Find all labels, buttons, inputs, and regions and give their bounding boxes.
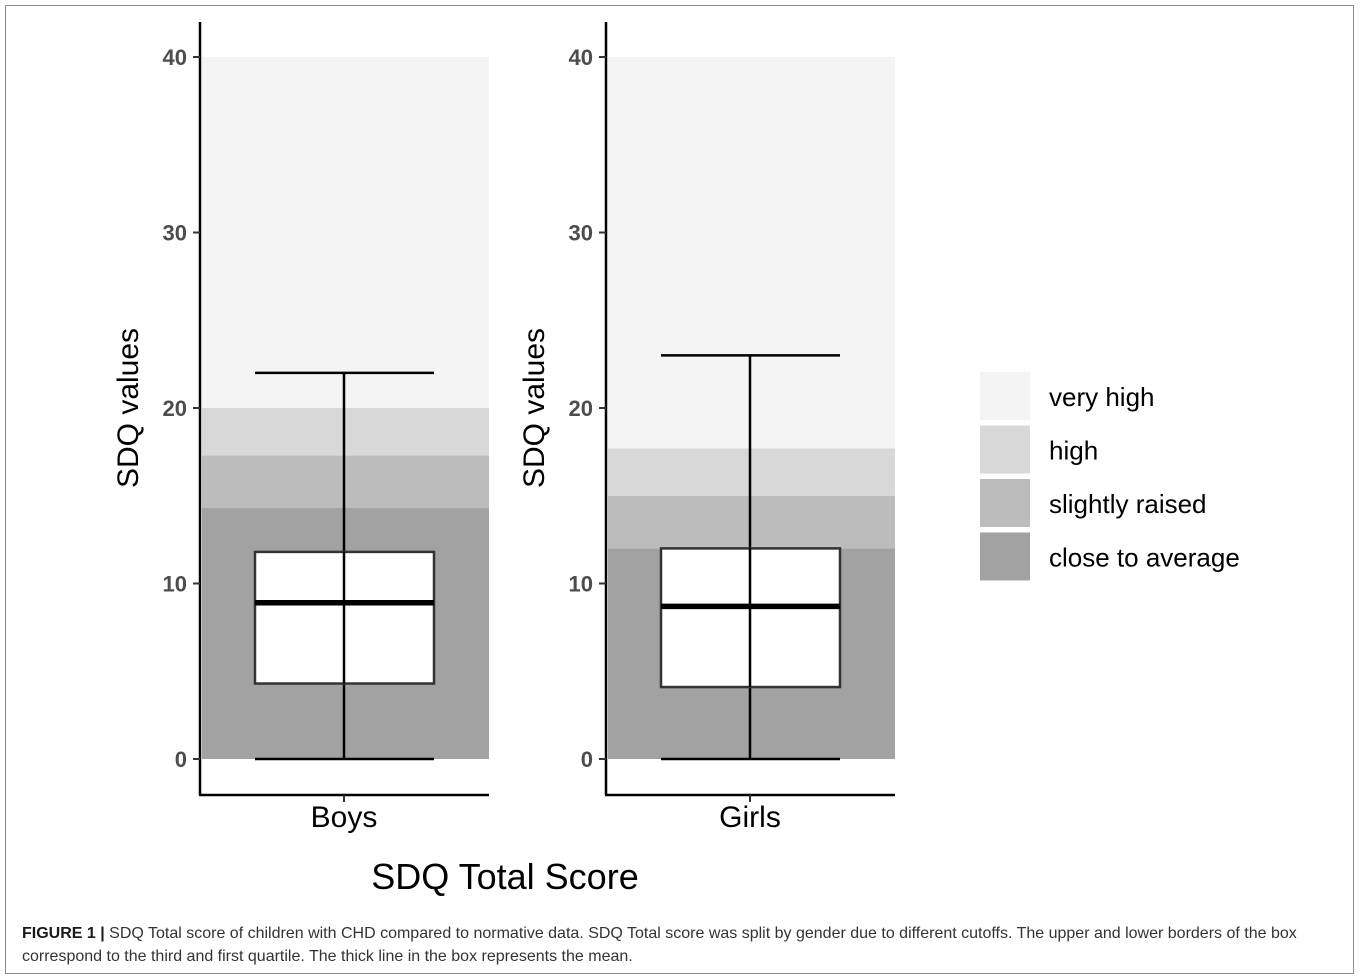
x-axis-title: SDQ Total Score: [371, 856, 638, 897]
band-very-high: [202, 57, 489, 408]
band-high: [608, 448, 895, 496]
y-axis-title: SDQ values: [112, 328, 145, 488]
y-axis-title: SDQ values: [518, 328, 551, 488]
band-slightly-raised: [202, 455, 489, 509]
y-tick-label: 20: [569, 396, 593, 421]
caption-text: SDQ Total score of children with CHD com…: [22, 925, 1297, 965]
legend-label: slightly raised: [1049, 489, 1207, 519]
y-tick-label: 0: [175, 747, 187, 772]
legend-label: high: [1049, 436, 1098, 466]
panel-boys: 0 10 20 30 40 SDQ values Boys: [112, 22, 489, 834]
band-high: [202, 408, 489, 456]
x-category-label: Girls: [719, 801, 781, 834]
legend-swatch-high: [980, 425, 1030, 474]
band-slightly-raised: [608, 495, 895, 549]
figure-caption: FIGURE 1 | SDQ Total score of children w…: [22, 922, 1340, 968]
x-category-label: Boys: [311, 801, 378, 834]
y-tick-label: 0: [581, 747, 593, 772]
y-tick-label: 40: [163, 45, 187, 70]
figure-frame: [5, 5, 1354, 974]
band-very-high: [608, 57, 895, 449]
y-tick-label: 10: [569, 572, 593, 597]
y-tick-label: 30: [569, 221, 593, 246]
y-tick-label: 10: [163, 572, 187, 597]
legend-swatch-slightly-raised: [980, 479, 1030, 527]
legend-label: very high: [1049, 382, 1155, 412]
y-tick-label: 20: [163, 396, 187, 421]
legend-swatch-close-to-average: [980, 532, 1030, 581]
chart: 0 10 20 30 40 SDQ values Boys 0 10 20 30 40 SDQ valu…: [112, 22, 1240, 897]
legend-label: close to average: [1049, 543, 1240, 573]
y-tick-label: 30: [163, 221, 187, 246]
legend-swatch-very-high: [980, 372, 1030, 420]
y-tick-label: 40: [569, 45, 593, 70]
legend: very high high slightly raised close to ave…: [980, 372, 1240, 581]
caption-label: FIGURE 1 |: [22, 925, 105, 942]
panel-girls: 0 10 20 30 40 SDQ values Girls: [518, 22, 895, 834]
